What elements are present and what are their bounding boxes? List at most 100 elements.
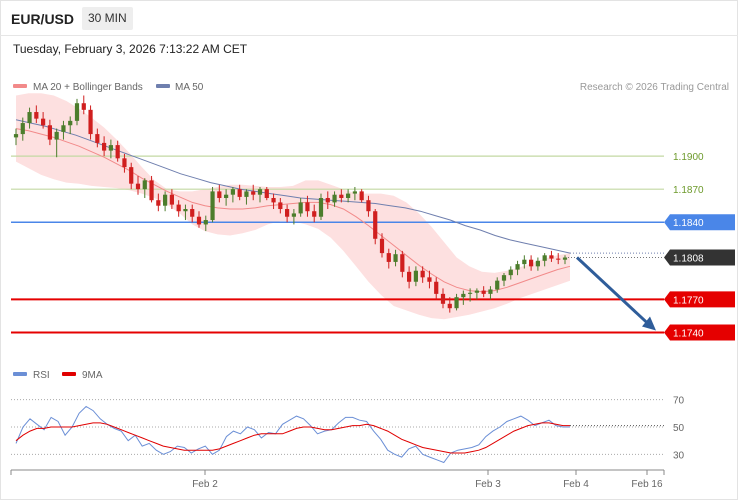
candle-body bbox=[454, 297, 459, 309]
candle-body bbox=[318, 198, 324, 217]
candle-body bbox=[325, 198, 330, 203]
candle-body bbox=[413, 270, 418, 282]
current-price-label: 1.1808 bbox=[673, 254, 704, 265]
candle-body bbox=[68, 120, 73, 126]
symbol-label: EUR/USD bbox=[11, 11, 75, 27]
candle-body bbox=[529, 259, 534, 267]
rsi-tick-label: 50 bbox=[673, 423, 685, 434]
rsi-ma-legend-label: 9MA bbox=[82, 370, 103, 381]
rsi-tick-label: 30 bbox=[673, 450, 685, 461]
candle-body bbox=[142, 180, 147, 190]
candle-body bbox=[291, 213, 296, 217]
ma50-legend-label: MA 50 bbox=[175, 82, 204, 93]
candle-body bbox=[149, 180, 154, 201]
rsi-legend: RSI 9MA bbox=[13, 370, 103, 381]
candle-body bbox=[481, 290, 486, 294]
rsi-tick-label: 70 bbox=[673, 396, 685, 407]
chart-header: EUR/USD 30 MIN bbox=[0, 0, 738, 36]
candle-body bbox=[447, 303, 452, 309]
candle-body bbox=[488, 289, 493, 294]
candle-body bbox=[373, 211, 378, 239]
candle-body bbox=[20, 123, 25, 135]
candle-body bbox=[102, 142, 107, 151]
time-axis-label: Feb 3 bbox=[475, 479, 501, 490]
current-price-tag bbox=[664, 249, 735, 266]
candle-body bbox=[359, 191, 364, 201]
candle-body bbox=[156, 200, 161, 206]
level-label: 1.1770 bbox=[673, 295, 704, 306]
rsi-ma-line bbox=[15, 422, 570, 454]
candle-body bbox=[271, 198, 276, 203]
candle-body bbox=[312, 211, 317, 217]
candle-body bbox=[176, 204, 181, 212]
candle-body bbox=[542, 255, 547, 261]
candle-body bbox=[251, 191, 256, 195]
candle-body bbox=[495, 280, 500, 290]
candle-body bbox=[244, 191, 249, 197]
resistance-label: 1.1900 bbox=[673, 152, 704, 163]
candle-body bbox=[562, 257, 568, 260]
candle-body bbox=[339, 194, 344, 198]
candle-body bbox=[332, 194, 337, 203]
candle-body bbox=[285, 209, 290, 217]
timestamp: Tuesday, February 3, 2026 7:13:22 AM CET bbox=[13, 42, 248, 56]
candle-body bbox=[88, 109, 93, 135]
candle-body bbox=[196, 216, 202, 225]
forecast-arrow-head bbox=[642, 316, 656, 331]
candle-body bbox=[74, 103, 80, 121]
candle-body bbox=[535, 260, 540, 267]
ma20-legend-swatch bbox=[13, 84, 27, 88]
candle-body bbox=[346, 193, 351, 198]
candle-body bbox=[407, 271, 412, 282]
rsi-ma-legend-swatch bbox=[62, 372, 76, 376]
price-panel: 1.1900 1.1870 1.1840 1.1808 1.1770 1.1740 bbox=[11, 93, 735, 341]
ma50-line bbox=[15, 119, 571, 254]
candle-body bbox=[135, 183, 141, 190]
candle-body bbox=[393, 254, 398, 262]
candle-body bbox=[217, 191, 222, 198]
level-label: 1.1840 bbox=[673, 218, 704, 229]
rsi-legend-label: RSI bbox=[33, 370, 50, 381]
time-axis: Feb 2 Feb 3 Feb 4 Feb 16 bbox=[10, 469, 665, 490]
candle-body bbox=[203, 220, 208, 225]
candle-body bbox=[257, 189, 263, 195]
candle-body bbox=[386, 253, 391, 262]
candle-body bbox=[210, 191, 215, 221]
candle-body bbox=[115, 145, 120, 159]
candle-body bbox=[41, 118, 46, 126]
resistance-label: 1.1870 bbox=[673, 185, 704, 196]
candle-body bbox=[34, 112, 39, 119]
candle-body bbox=[81, 103, 86, 110]
candle-body bbox=[278, 202, 283, 210]
bollinger-band bbox=[16, 93, 570, 320]
legend: MA 20 + Bollinger Bands MA 50 Research ©… bbox=[13, 82, 729, 93]
candle-body bbox=[468, 292, 473, 294]
candle-body bbox=[264, 189, 269, 198]
candle-body bbox=[190, 209, 195, 217]
candle-body bbox=[27, 112, 32, 124]
candle-body bbox=[379, 238, 385, 254]
interval-button[interactable]: 30 MIN bbox=[82, 7, 133, 30]
pivot-tag bbox=[664, 214, 735, 231]
support-tag bbox=[664, 291, 735, 308]
candle-body bbox=[54, 131, 59, 140]
candle-body bbox=[183, 209, 188, 212]
candle-body bbox=[13, 134, 19, 138]
candle-body bbox=[501, 275, 507, 281]
candle-body bbox=[508, 269, 513, 276]
candle-body bbox=[461, 293, 466, 298]
candle-body bbox=[305, 202, 310, 212]
candle-body bbox=[163, 194, 168, 206]
attribution: Research © 2026 Trading Central bbox=[580, 82, 729, 93]
time-axis-label: Feb 4 bbox=[563, 479, 589, 490]
candle-body bbox=[47, 125, 52, 140]
candle-body bbox=[427, 277, 432, 282]
candle-body bbox=[237, 189, 242, 197]
support-tag bbox=[664, 324, 735, 341]
candle-body bbox=[352, 191, 357, 194]
ma50-legend-swatch bbox=[156, 84, 170, 88]
candle-body bbox=[400, 254, 405, 272]
rsi-panel: 30 50 70 bbox=[11, 396, 685, 464]
forecast-arrow-line bbox=[575, 256, 652, 327]
time-axis-label: Feb 16 bbox=[631, 479, 663, 490]
